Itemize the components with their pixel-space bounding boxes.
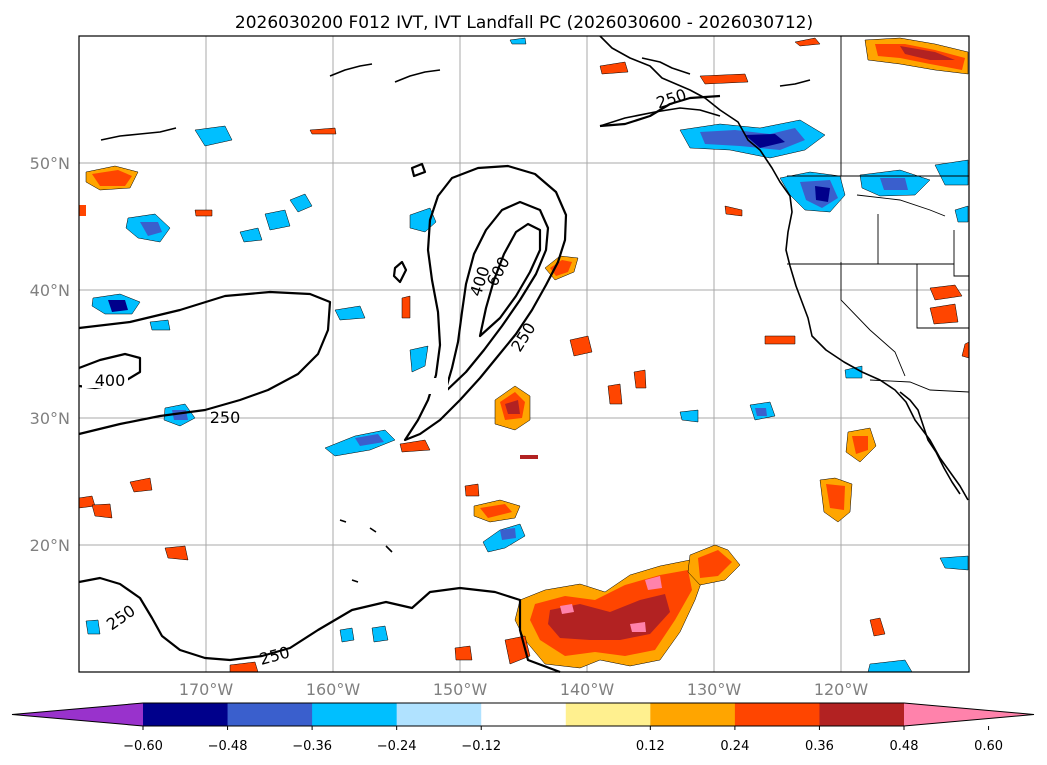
map-background bbox=[79, 36, 969, 672]
ivt-250-north-contour bbox=[599, 94, 721, 128]
colorbar-extend-min bbox=[12, 703, 143, 726]
lon-label: 140°W bbox=[560, 680, 615, 699]
negative-pc-regions bbox=[85, 37, 969, 673]
contour-label: 250 bbox=[210, 408, 241, 427]
political-borders bbox=[787, 36, 970, 393]
lon-label: 160°W bbox=[306, 680, 361, 699]
lon-label: 150°W bbox=[433, 680, 488, 699]
ivt-250-contour bbox=[403, 164, 568, 442]
lat-label: 20°N bbox=[30, 536, 70, 555]
lat-label: 50°N bbox=[30, 154, 70, 173]
positive-pc-regions bbox=[78, 37, 970, 673]
colorbar-extend-max bbox=[904, 703, 1034, 726]
ivt-600-contour bbox=[478, 222, 542, 338]
map-title: 2026030200 F012 IVT, IVT Landfall PC (20… bbox=[235, 13, 813, 33]
lon-label: 120°W bbox=[814, 680, 869, 699]
map-frame bbox=[78, 35, 970, 673]
colorbar-tick-label: 0.36 bbox=[805, 739, 834, 754]
colorbar-tick-label: 0.12 bbox=[636, 739, 665, 754]
lon-label: 130°W bbox=[687, 680, 742, 699]
colorbar-tick-label: 0.48 bbox=[890, 739, 919, 754]
colorbar-bin bbox=[734, 703, 820, 726]
coastlines bbox=[100, 35, 969, 583]
colorbar-bin bbox=[396, 703, 482, 726]
colorbar-bin bbox=[312, 703, 398, 726]
ivt-250-west-contour bbox=[78, 290, 332, 436]
pc-shading bbox=[78, 37, 970, 673]
colorbar-bin bbox=[565, 703, 651, 726]
ivt-250-south-contour bbox=[78, 576, 561, 674]
colorbar-bin bbox=[481, 703, 567, 726]
lon-label: 170°W bbox=[179, 680, 234, 699]
colorbar-bin bbox=[227, 703, 313, 726]
colorbar-tick-label: 0.60 bbox=[974, 739, 1003, 754]
colorbar-tick-label: −0.24 bbox=[377, 739, 417, 754]
ivt-contours bbox=[78, 94, 721, 674]
colorbar-bin bbox=[650, 703, 736, 726]
colorbar-tick-label: −0.12 bbox=[461, 739, 501, 754]
latitude-labels: 20°N 30°N 40°N 50°N bbox=[30, 154, 70, 555]
longitude-labels: 170°W 160°W 150°W 140°W 130°W 120°W bbox=[179, 680, 869, 699]
map-panel: 250 400 600 400 250 250 250 250 bbox=[78, 35, 970, 674]
colorbar-tick-label: −0.60 bbox=[123, 739, 163, 754]
colorbar-bin bbox=[143, 703, 229, 726]
lat-label: 30°N bbox=[30, 409, 70, 428]
contour-label: 400 bbox=[95, 371, 126, 390]
colorbar-tick-label: −0.48 bbox=[208, 739, 248, 754]
lat-label: 40°N bbox=[30, 281, 70, 300]
colorbar-tick-label: −0.36 bbox=[292, 739, 332, 754]
colorbar-bin bbox=[819, 703, 905, 726]
graticule bbox=[79, 36, 969, 672]
colorbar: −0.60 −0.48 −0.36 −0.24 −0.12 0.12 0.24 0.36 0.4… bbox=[11, 702, 1035, 754]
ivt-400-contour bbox=[443, 200, 550, 394]
colorbar-tick-label: 0.24 bbox=[720, 739, 749, 754]
